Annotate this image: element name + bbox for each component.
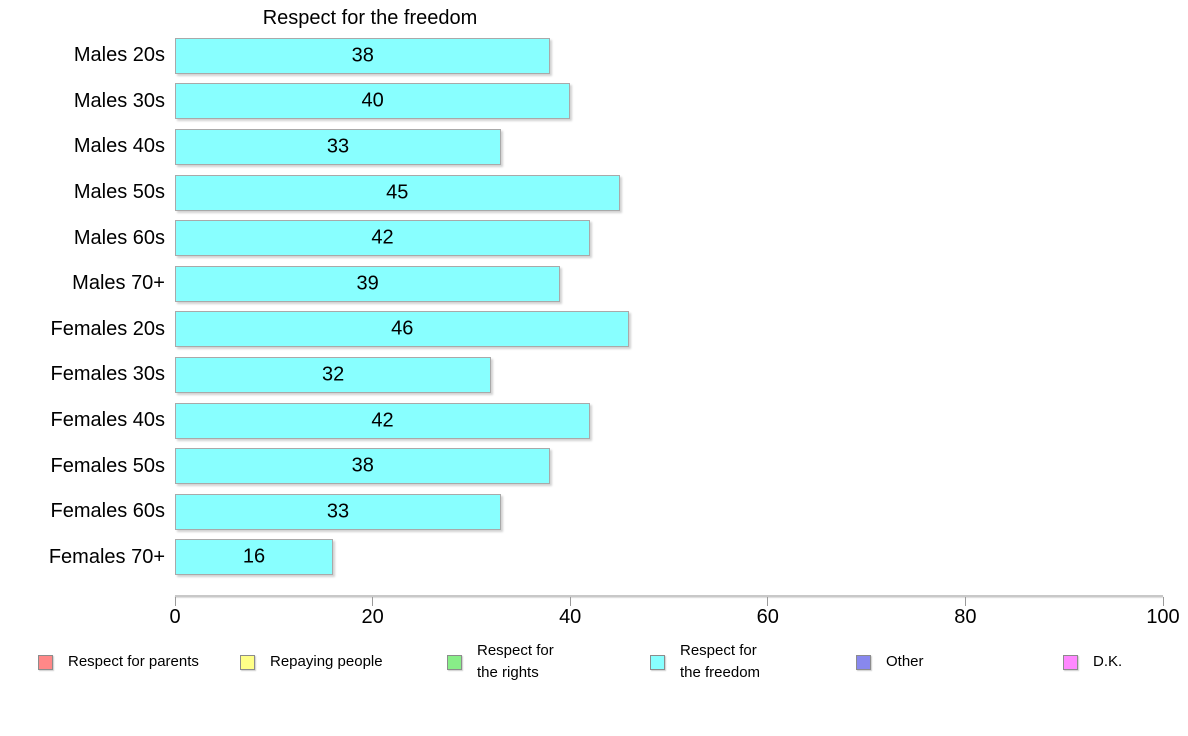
chart-row: Females 70+ 16 [10,535,1163,581]
tick-mark [964,597,966,606]
category-label: Females 40s [50,409,166,432]
bar: 33 [175,493,502,530]
bar-track: 38 [175,443,1163,489]
tick-label: 80 [954,606,977,628]
bar: 46 [175,311,630,348]
bar-value-label: 16 [242,545,266,568]
legend-label: Respect for the freedom [680,642,761,681]
legend-item-repaying-people: Repaying people [240,640,383,684]
category-label: Males 50s [73,181,165,204]
tick-label: 0 [169,606,181,628]
legend-swatch-respect-for-parents [38,654,53,670]
chart-row: Males 40s 33 [10,124,1163,170]
bar-track: 33 [175,489,1163,535]
tick-label: 20 [361,606,384,628]
legend-label: Respect for the rights [477,642,554,681]
legend-label: D.K. [1093,653,1123,671]
category-label: Females 60s [50,500,166,523]
chart-row: Males 70+ 39 [10,261,1163,307]
chart-row: Females 20s 46 [10,307,1163,353]
bar-value-label: 38 [351,44,374,67]
bar: 45 [175,174,620,211]
bar-track: 16 [175,535,1163,581]
bar: 33 [175,128,502,165]
legend-item-respect-for-parents: Respect for parents [38,640,199,684]
tick-mark [174,597,176,606]
legend-label: Other [886,653,924,671]
tick-mark [569,597,571,606]
bar: 38 [175,448,551,485]
category-label: Males 40s [73,135,165,158]
bar-value-label: 32 [321,363,345,386]
legend-label: Respect for parents [68,653,199,671]
chart-row: Males 30s 40 [10,79,1163,125]
bar-value-label: 45 [386,181,409,204]
tick-mark [1162,597,1164,606]
chart-row: Males 50s 45 [10,170,1163,216]
chart-row: Males 20s 38 [10,33,1163,79]
chart-row: Males 60s 42 [10,215,1163,261]
bar: 40 [175,83,571,120]
bar: 42 [175,220,590,257]
legend-label: Repaying people [270,653,383,671]
legend: Respect for parents Repaying people Resp… [0,640,1188,684]
bar-track: 45 [175,170,1163,216]
bar-track: 42 [175,215,1163,261]
category-label: Males 70+ [72,272,165,295]
bar-value-label: 46 [391,317,414,340]
chart-row: Females 60s 33 [10,489,1163,535]
x-axis-line [175,595,1163,597]
bar-value-label: 42 [371,226,394,249]
legend-item-respect-for-the-rights: Respect for the rights [447,640,573,684]
chart-row: Females 40s 42 [10,398,1163,444]
bar-value-label: 39 [356,272,379,295]
tick-mark [767,597,769,606]
bar-value-label: 40 [361,89,384,112]
x-axis: 0 20 40 60 80 100 [169,595,1180,635]
bar: 16 [175,539,334,576]
bar: 32 [175,356,492,393]
chart-row: Females 30s 32 [10,352,1163,398]
bar-value-label: 42 [371,409,394,432]
legend-swatch-respect-for-the-freedom [650,654,665,670]
bar: 38 [175,37,551,74]
chart-row: Females 50s 38 [10,443,1163,489]
category-label: Females 20s [50,317,166,340]
category-label: Females 30s [50,363,166,386]
tick-label: 60 [756,606,779,628]
chart-title: Respect for the freedom [262,7,478,29]
category-label: Males 60s [73,226,165,249]
bar-value-label: 33 [326,500,350,523]
bar-track: 33 [175,124,1163,170]
legend-swatch-dk [1063,654,1078,670]
bar-track: 39 [175,261,1163,307]
legend-item-respect-for-the-freedom: Respect for the freedom [650,640,776,684]
bar-track: 38 [175,33,1163,79]
chart-rows: Males 20s 38 Males 30s 40 Males 40s 33 M… [10,33,1163,580]
tick-label: 40 [559,606,582,628]
bar-track: 32 [175,352,1163,398]
bar-value-label: 38 [351,454,374,477]
bar-value-label: 33 [326,135,350,158]
legend-item-other: Other [856,640,924,684]
legend-swatch-respect-for-the-rights [447,654,462,670]
tick-label: 100 [1146,606,1180,628]
category-label: Females 50s [50,454,166,477]
category-label: Males 30s [73,89,165,112]
category-label: Females 70+ [48,545,165,568]
legend-swatch-other [856,654,871,670]
bar-track: 46 [175,307,1163,353]
legend-swatch-repaying-people [240,654,255,670]
bar-track: 42 [175,398,1163,444]
tick-mark [372,597,374,606]
legend-item-dk: D.K. [1063,640,1122,684]
bar: 39 [175,265,561,302]
category-label: Males 20s [73,44,165,67]
bar-track: 40 [175,79,1163,125]
bar: 42 [175,402,590,439]
